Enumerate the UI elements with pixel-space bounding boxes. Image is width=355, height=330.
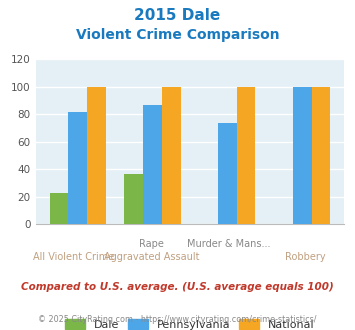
Bar [87,87,106,224]
Text: Aggravated Assault: Aggravated Assault [104,252,199,262]
Bar [237,87,256,224]
Bar [124,174,143,224]
Text: All Violent Crime: All Violent Crime [33,252,115,262]
Bar [50,193,68,224]
Bar [293,87,312,224]
Text: Murder & Mans...: Murder & Mans... [187,239,270,249]
Legend: Dale, Pennsylvania, National: Dale, Pennsylvania, National [61,316,318,330]
Bar [68,112,87,224]
Bar [143,105,162,224]
Text: Violent Crime Comparison: Violent Crime Comparison [76,28,279,42]
Bar [162,87,181,224]
Text: Compared to U.S. average. (U.S. average equals 100): Compared to U.S. average. (U.S. average … [21,282,334,292]
Text: Robbery: Robbery [285,252,326,262]
Text: Rape: Rape [139,239,164,249]
Bar [218,123,237,224]
Text: © 2025 CityRating.com - https://www.cityrating.com/crime-statistics/: © 2025 CityRating.com - https://www.city… [38,315,317,324]
Text: 2015 Dale: 2015 Dale [135,8,220,23]
Bar [312,87,330,224]
